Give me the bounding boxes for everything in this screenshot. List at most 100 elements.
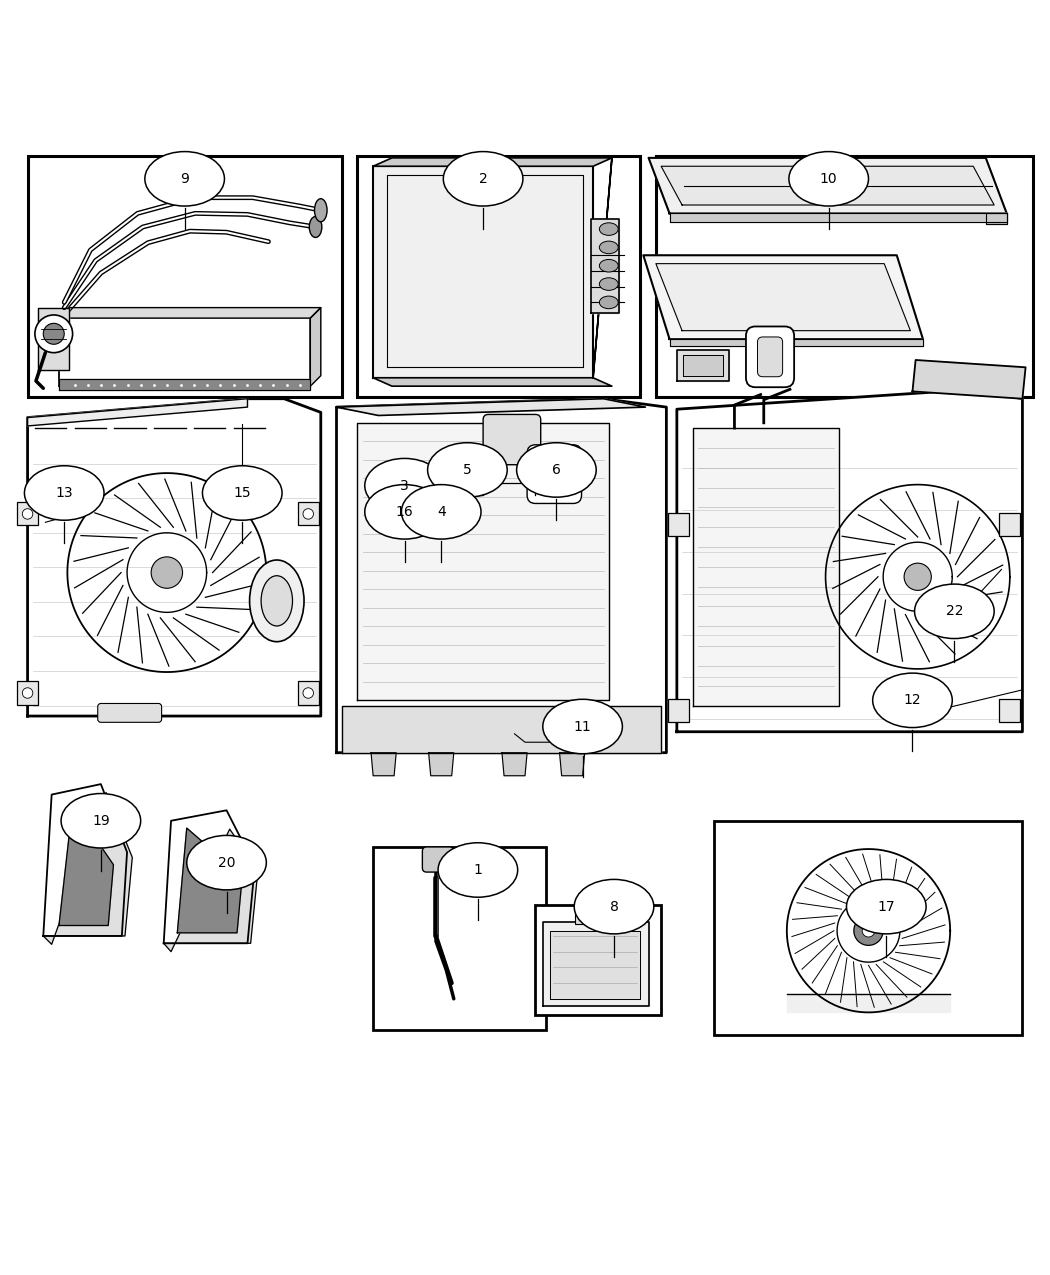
- Bar: [357, 156, 640, 397]
- Ellipse shape: [438, 843, 518, 898]
- Text: 11: 11: [573, 719, 591, 733]
- Text: 12: 12: [904, 694, 921, 708]
- Polygon shape: [357, 423, 609, 700]
- Bar: [298, 502, 319, 525]
- Bar: [298, 681, 319, 705]
- Ellipse shape: [600, 241, 618, 254]
- Text: 10: 10: [820, 172, 838, 186]
- Bar: [17, 502, 38, 525]
- Bar: [669, 699, 690, 723]
- Text: 15: 15: [233, 486, 251, 500]
- Polygon shape: [560, 752, 585, 775]
- Text: 17: 17: [878, 900, 895, 914]
- Ellipse shape: [600, 223, 618, 236]
- Polygon shape: [59, 805, 113, 926]
- Polygon shape: [38, 307, 69, 371]
- Text: 16: 16: [396, 505, 414, 519]
- FancyBboxPatch shape: [422, 847, 454, 872]
- Polygon shape: [27, 399, 321, 717]
- Polygon shape: [373, 158, 612, 166]
- Polygon shape: [684, 354, 722, 376]
- Circle shape: [22, 509, 33, 519]
- Circle shape: [303, 509, 314, 519]
- Polygon shape: [986, 213, 1007, 224]
- Circle shape: [419, 505, 438, 523]
- Polygon shape: [43, 793, 132, 945]
- Bar: [575, 912, 617, 924]
- Ellipse shape: [24, 465, 104, 520]
- Ellipse shape: [315, 199, 328, 222]
- FancyBboxPatch shape: [483, 414, 541, 464]
- Ellipse shape: [203, 465, 282, 520]
- Polygon shape: [543, 922, 649, 1006]
- Polygon shape: [677, 349, 729, 381]
- Ellipse shape: [364, 484, 444, 539]
- Text: 19: 19: [92, 813, 110, 827]
- Polygon shape: [677, 391, 1023, 732]
- Polygon shape: [164, 829, 258, 951]
- Text: 8: 8: [610, 900, 618, 914]
- Ellipse shape: [443, 152, 523, 207]
- Ellipse shape: [600, 278, 618, 291]
- Polygon shape: [341, 705, 662, 752]
- Circle shape: [151, 557, 183, 588]
- Polygon shape: [644, 255, 923, 339]
- Ellipse shape: [364, 459, 444, 513]
- Polygon shape: [649, 158, 1007, 213]
- FancyBboxPatch shape: [757, 337, 782, 376]
- Circle shape: [904, 564, 931, 590]
- Polygon shape: [786, 993, 950, 1012]
- Ellipse shape: [915, 584, 994, 639]
- Polygon shape: [27, 399, 248, 426]
- Polygon shape: [693, 428, 839, 705]
- Polygon shape: [371, 752, 396, 775]
- Polygon shape: [428, 752, 454, 775]
- Circle shape: [43, 324, 64, 344]
- Text: 13: 13: [56, 486, 74, 500]
- Ellipse shape: [61, 793, 141, 848]
- Ellipse shape: [261, 576, 293, 626]
- Polygon shape: [593, 158, 612, 377]
- Text: 4: 4: [437, 505, 445, 519]
- Text: 3: 3: [400, 478, 408, 492]
- Text: 1: 1: [474, 863, 482, 877]
- Bar: [1000, 513, 1021, 536]
- Circle shape: [35, 315, 72, 353]
- Polygon shape: [591, 218, 620, 312]
- Circle shape: [303, 687, 314, 699]
- Text: 6: 6: [552, 463, 561, 477]
- Ellipse shape: [873, 673, 952, 728]
- Ellipse shape: [310, 217, 322, 237]
- Polygon shape: [164, 811, 255, 944]
- Ellipse shape: [600, 296, 618, 309]
- Ellipse shape: [250, 560, 304, 641]
- Circle shape: [452, 474, 466, 488]
- Bar: [373, 847, 546, 1030]
- Ellipse shape: [517, 442, 596, 497]
- Polygon shape: [59, 317, 311, 386]
- Text: 5: 5: [463, 463, 471, 477]
- Polygon shape: [656, 264, 910, 330]
- Bar: [397, 507, 418, 523]
- Text: 9: 9: [181, 172, 189, 186]
- Ellipse shape: [789, 152, 868, 207]
- Polygon shape: [336, 399, 646, 416]
- Polygon shape: [670, 339, 923, 347]
- Polygon shape: [550, 931, 640, 998]
- Ellipse shape: [427, 442, 507, 497]
- Polygon shape: [43, 784, 127, 936]
- Bar: [669, 513, 690, 536]
- Polygon shape: [502, 752, 527, 775]
- FancyBboxPatch shape: [527, 445, 582, 504]
- Text: 2: 2: [479, 172, 487, 186]
- Bar: [656, 156, 1033, 397]
- Ellipse shape: [543, 699, 623, 754]
- Circle shape: [22, 687, 33, 699]
- Polygon shape: [670, 213, 1007, 222]
- Circle shape: [854, 915, 883, 945]
- Polygon shape: [336, 399, 667, 752]
- Bar: [714, 821, 1023, 1035]
- Bar: [1000, 699, 1021, 723]
- Text: 22: 22: [946, 604, 963, 618]
- Bar: [446, 469, 483, 495]
